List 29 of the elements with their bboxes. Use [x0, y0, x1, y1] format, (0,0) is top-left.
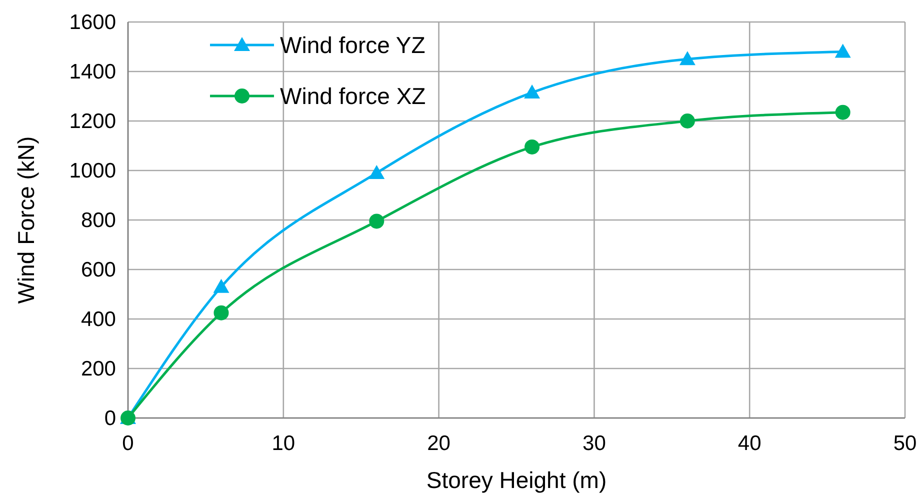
point	[835, 104, 850, 120]
legend-label: Wind force XZ	[280, 83, 426, 109]
y-tick-label: 600	[80, 258, 116, 282]
y-tick-label: 200	[80, 358, 116, 380]
point	[369, 214, 384, 229]
point	[524, 84, 540, 99]
point	[214, 305, 229, 320]
y-axis-title: Wind Force (kN)	[13, 136, 39, 304]
x-tick-label: 20	[427, 432, 450, 455]
y-tick-label: 800	[80, 209, 116, 232]
point	[213, 278, 230, 293]
y-tick-label: 400	[80, 308, 116, 331]
point	[368, 164, 385, 179]
y-tick-label: 1600	[69, 11, 116, 34]
legend-label: Wind force YZ	[280, 32, 426, 58]
point	[834, 44, 851, 58]
x-tick-label: 30	[582, 432, 606, 455]
y-tick-label: 1200	[69, 110, 116, 133]
y-tick-label: 0	[104, 407, 116, 430]
x-tick-label: 40	[738, 432, 762, 455]
y-tick-label: 1400	[69, 60, 116, 84]
x-tick-label: 50	[893, 432, 917, 455]
x-tick-label: 10	[272, 432, 296, 455]
point	[680, 114, 695, 128]
x-tick-label: 0	[122, 432, 134, 455]
point	[679, 51, 696, 66]
y-tick-label: 1000	[69, 160, 116, 182]
point	[524, 139, 540, 154]
x-axis-title: Storey Height (m)	[426, 467, 607, 493]
